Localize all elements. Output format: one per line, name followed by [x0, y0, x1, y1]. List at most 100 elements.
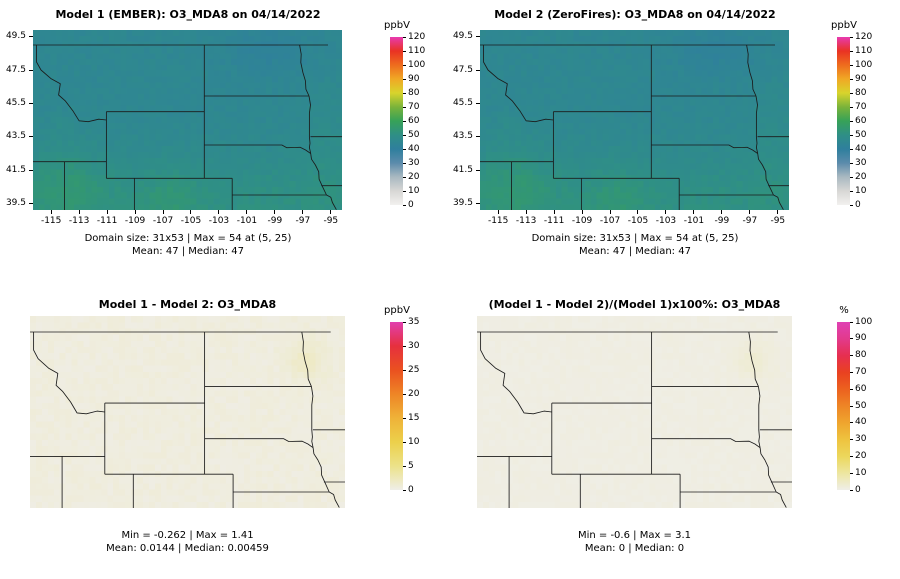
panel-model2-map: Model 2 (ZeroFires): O3_MDA8 on 04/14/20…	[447, 0, 900, 290]
colorbar-tick-mark	[850, 78, 853, 80]
colorbar-tick-mark	[403, 393, 406, 395]
colorbar-tick-label: 30	[408, 157, 420, 168]
colorbar-tick-mark	[403, 92, 406, 94]
y-axis-tick-mark	[476, 36, 480, 38]
x-axis-tick-mark	[665, 210, 667, 214]
colorbar-tick-mark	[403, 204, 406, 206]
colorbar-gradient	[837, 37, 850, 205]
colorbar-tick-mark	[850, 190, 853, 192]
x-axis-tick-label: -95	[323, 216, 339, 226]
colorbar-tick-mark	[403, 190, 406, 192]
panel-difference-map: Model 1 - Model 2: O3_MDA8 ppbV Min = -0…	[0, 290, 447, 579]
x-axis-tick-label: -103	[208, 216, 230, 226]
colorbar-tick-mark	[403, 50, 406, 52]
x-axis-tick-mark	[749, 210, 751, 214]
y-axis-tick-mark	[476, 69, 480, 71]
colorbar-tick-mark	[403, 465, 406, 467]
colorbar-tick-mark	[850, 388, 853, 390]
colorbar-tick-label: 70	[408, 101, 420, 112]
y-axis-tick-label: 49.5	[452, 31, 473, 42]
colorbar-tick-label: 60	[408, 115, 420, 126]
y-axis-tick-label: 41.5	[5, 164, 26, 175]
colorbar-tick-label: 120	[855, 31, 873, 42]
raster-grid	[477, 316, 792, 508]
colorbar-tick-label: 110	[855, 45, 873, 56]
panel-stats-model1: Domain size: 31x53 | Max = 54 at (5, 25)…	[18, 233, 358, 258]
state-boundaries	[33, 44, 342, 210]
colorbar-tick-label: 10	[855, 185, 867, 196]
x-axis-tick-label: -107	[152, 216, 174, 226]
x-axis-tick-label: -99	[714, 216, 730, 226]
x-axis-tick-label: -97	[742, 216, 758, 226]
panel-stats-percent-difference: Min = -0.6 | Max = 3.1 Mean: 0 | Median:…	[462, 530, 807, 555]
x-axis-tick-mark	[246, 210, 248, 214]
stats-line-mean: Mean: 0.0144 | Median: 0.00459	[106, 542, 269, 554]
colorbar-tick-label: 90	[855, 333, 867, 344]
colorbar-unit-label: %	[839, 305, 849, 316]
colorbar-tick-label: 0	[855, 484, 861, 495]
raster-grid	[480, 30, 789, 210]
x-axis-tick-mark	[637, 210, 639, 214]
x-axis-tick-mark	[721, 210, 723, 214]
x-axis-tick-label: -107	[599, 216, 621, 226]
colorbar-tick-mark	[850, 355, 853, 357]
x-axis-tick-mark	[497, 210, 499, 214]
y-axis-tick-label: 47.5	[452, 64, 473, 75]
x-axis-tick-mark	[330, 210, 332, 214]
y-axis-tick-mark	[476, 202, 480, 204]
y-axis-tick-mark	[29, 202, 33, 204]
stats-line-minmax: Min = -0.262 | Max = 1.41	[121, 530, 254, 541]
colorbar-tick-mark	[850, 405, 853, 407]
panel-stats-difference: Min = -0.262 | Max = 1.41 Mean: 0.0144 |…	[15, 530, 360, 555]
x-axis-tick-label: -115	[40, 216, 62, 226]
x-axis-tick-mark	[218, 210, 220, 214]
colorbar-tick-mark	[850, 472, 853, 474]
colorbar-unit-label: ppbV	[384, 20, 410, 31]
panel-title-difference: Model 1 - Model 2: O3_MDA8	[98, 298, 277, 311]
colorbar-tick-label: 80	[408, 87, 420, 98]
colorbar-tick-label: 0	[855, 199, 861, 210]
colorbar-tick-label: 20	[855, 450, 867, 461]
y-axis-tick-label: 47.5	[5, 64, 26, 75]
state-boundaries	[30, 331, 345, 508]
panel-title-model1: Model 1 (EMBER): O3_MDA8 on 04/14/2022	[55, 8, 321, 21]
x-axis-tick-label: -111	[543, 216, 565, 226]
y-axis-tick-label: 45.5	[5, 97, 26, 108]
model2-map	[480, 30, 789, 210]
y-axis-tick-mark	[29, 36, 33, 38]
y-axis-tick-label: 43.5	[5, 131, 26, 142]
state-boundaries	[480, 44, 789, 210]
y-axis-tick-mark	[476, 136, 480, 138]
difference-map	[30, 316, 345, 508]
colorbar-tick-label: 80	[855, 87, 867, 98]
colorbar-tick-mark	[850, 371, 853, 373]
colorbar-tick-label: 50	[408, 129, 420, 140]
x-axis-tick-label: -101	[683, 216, 705, 226]
colorbar-tick-label: 5	[408, 460, 414, 471]
stats-line-mean: Mean: 0 | Median: 0	[584, 542, 685, 554]
x-axis-tick-label: -97	[295, 216, 311, 226]
y-axis-tick-label: 43.5	[452, 131, 473, 142]
stats-line-domain: Domain size: 31x53 | Max = 54 at (5, 25)	[84, 233, 292, 244]
colorbar-tick-label: 30	[855, 434, 867, 445]
colorbar-tick-label: 100	[408, 59, 426, 70]
colorbar-tick-label: 15	[408, 412, 420, 423]
raster-grid	[33, 30, 342, 210]
x-axis-tick-mark	[525, 210, 527, 214]
panel-percent-difference-map: (Model 1 - Model 2)/(Model 1)x100%: O3_M…	[447, 290, 900, 579]
colorbar-tick-mark	[403, 441, 406, 443]
y-axis-tick-mark	[29, 136, 33, 138]
y-axis-tick-mark	[29, 69, 33, 71]
colorbar-tick-mark	[850, 338, 853, 340]
x-axis-tick-mark	[106, 210, 108, 214]
colorbar-tick-label: 25	[408, 364, 420, 375]
colorbar-gradient	[390, 37, 403, 205]
colorbar-tick-mark	[850, 106, 853, 108]
colorbar-tick-mark	[403, 321, 406, 323]
colorbar-tick-mark	[850, 148, 853, 150]
colorbar-tick-mark	[850, 489, 853, 491]
x-axis-tick-mark	[162, 210, 164, 214]
x-axis-tick-mark	[693, 210, 695, 214]
colorbar-tick-label: 60	[855, 115, 867, 126]
